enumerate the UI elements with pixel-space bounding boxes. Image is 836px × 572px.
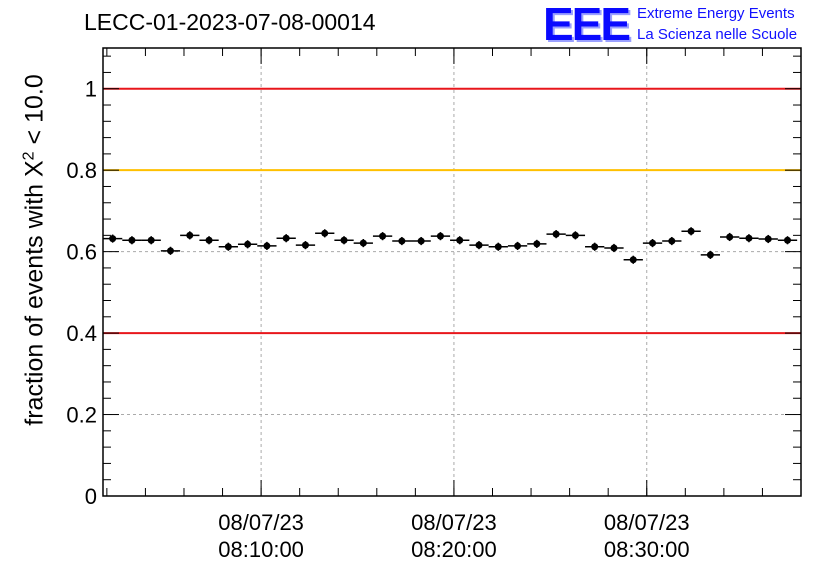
data-point <box>315 229 335 238</box>
point-marker <box>398 237 406 245</box>
point-marker <box>244 240 252 248</box>
data-point <box>430 232 451 241</box>
point-marker <box>706 251 714 259</box>
data-point <box>720 232 740 242</box>
point-marker <box>533 240 541 248</box>
point-marker <box>263 242 271 250</box>
grid-layer <box>103 48 801 496</box>
point-marker <box>359 239 367 247</box>
data-points <box>103 227 798 264</box>
data-point <box>353 239 373 248</box>
point-marker <box>514 242 522 250</box>
point-marker <box>745 234 753 242</box>
point-marker <box>147 236 155 244</box>
point-marker <box>591 243 599 251</box>
point-marker <box>186 231 194 239</box>
data-point <box>295 241 316 250</box>
point-marker <box>456 236 464 244</box>
eee-logo: EEE Extreme Energy Events La Scienza nel… <box>543 0 833 50</box>
point-marker <box>436 232 444 240</box>
data-point <box>739 234 759 243</box>
data-point <box>257 241 277 251</box>
data-point <box>103 234 123 243</box>
data-point <box>546 230 566 239</box>
data-point <box>276 234 296 243</box>
point-marker <box>224 243 232 251</box>
x-tick-date-label: 08/07/23 <box>218 510 304 535</box>
data-point <box>392 236 412 246</box>
x-tick-time-label: 08:20:00 <box>411 537 497 562</box>
data-point <box>662 236 682 246</box>
logo-line-1: Extreme Energy Events <box>637 5 795 22</box>
data-point <box>585 242 605 251</box>
point-marker <box>321 229 329 237</box>
point-marker <box>379 232 387 240</box>
x-tick-time-label: 08:10:00 <box>218 537 304 562</box>
point-marker <box>494 243 502 251</box>
point-marker <box>610 244 618 252</box>
data-point <box>488 242 508 251</box>
y-tick-label: 0.2 <box>66 403 97 428</box>
data-point <box>604 243 624 253</box>
data-point <box>469 241 489 250</box>
point-marker <box>552 230 560 238</box>
y-tick-label: 0 <box>85 484 97 509</box>
data-point <box>527 239 547 248</box>
x-tick-date-label: 08/07/23 <box>411 510 497 535</box>
data-point <box>122 236 142 245</box>
eee-logo-mark: EEE <box>543 0 631 50</box>
data-point <box>642 239 663 248</box>
x-tick-date-label: 08/07/23 <box>604 510 690 535</box>
plot-frame <box>102 47 802 497</box>
chart-title: LECC-01-2023-07-08-00014 <box>84 9 376 35</box>
data-point <box>199 236 219 245</box>
point-marker <box>629 256 637 264</box>
point-marker <box>649 239 657 247</box>
point-marker <box>282 234 290 242</box>
point-marker <box>726 233 734 241</box>
data-point <box>160 246 181 255</box>
y-tick-label: 0.8 <box>66 158 97 183</box>
point-marker <box>109 235 117 243</box>
reference-lines <box>103 87 801 335</box>
data-point <box>681 227 701 236</box>
data-point <box>372 232 393 241</box>
data-point <box>700 250 721 259</box>
point-marker <box>340 236 348 244</box>
y-tick-label: 0.6 <box>66 240 97 265</box>
data-point <box>180 231 200 240</box>
point-marker <box>417 237 425 245</box>
logo-line-2: La Scienza nelle Scuole <box>637 26 798 43</box>
point-marker <box>166 247 174 255</box>
point-marker <box>687 227 695 235</box>
data-point <box>334 236 354 245</box>
data-point <box>141 236 161 245</box>
data-point <box>758 234 778 244</box>
data-point <box>507 241 528 251</box>
point-marker <box>784 236 792 244</box>
data-point <box>237 240 258 249</box>
x-tick-time-label: 08:30:00 <box>604 537 690 562</box>
axes: 00.20.40.60.8108/07/2308:10:0008/07/2308… <box>66 47 802 562</box>
data-point <box>565 231 586 240</box>
point-marker <box>764 235 772 243</box>
data-point <box>450 236 470 245</box>
point-marker <box>571 231 579 239</box>
y-tick-label: 0.4 <box>66 321 97 346</box>
point-marker <box>205 236 213 244</box>
point-marker <box>301 241 309 249</box>
data-point <box>777 236 798 245</box>
point-marker <box>475 241 483 249</box>
point-marker <box>668 237 676 245</box>
data-point <box>218 242 238 251</box>
y-tick-label: 1 <box>85 77 97 102</box>
data-point <box>623 255 643 264</box>
point-marker <box>128 236 136 244</box>
data-point <box>411 236 431 246</box>
